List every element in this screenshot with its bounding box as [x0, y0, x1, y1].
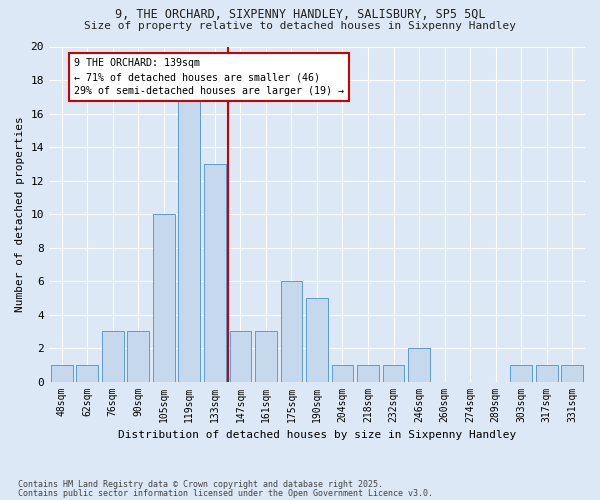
Bar: [357, 365, 379, 382]
Bar: [127, 332, 149, 382]
Bar: [76, 365, 98, 382]
Bar: [383, 365, 404, 382]
Text: 9, THE ORCHARD, SIXPENNY HANDLEY, SALISBURY, SP5 5QL: 9, THE ORCHARD, SIXPENNY HANDLEY, SALISB…: [115, 8, 485, 20]
Bar: [51, 365, 73, 382]
Bar: [332, 365, 353, 382]
Text: Size of property relative to detached houses in Sixpenny Handley: Size of property relative to detached ho…: [84, 21, 516, 31]
Bar: [562, 365, 583, 382]
Bar: [536, 365, 557, 382]
Text: Contains HM Land Registry data © Crown copyright and database right 2025.: Contains HM Land Registry data © Crown c…: [18, 480, 383, 489]
Bar: [153, 214, 175, 382]
Bar: [255, 332, 277, 382]
Y-axis label: Number of detached properties: Number of detached properties: [15, 116, 25, 312]
Bar: [204, 164, 226, 382]
Bar: [281, 281, 302, 382]
Bar: [306, 298, 328, 382]
Bar: [178, 97, 200, 382]
Bar: [511, 365, 532, 382]
X-axis label: Distribution of detached houses by size in Sixpenny Handley: Distribution of detached houses by size …: [118, 430, 516, 440]
Text: 9 THE ORCHARD: 139sqm
← 71% of detached houses are smaller (46)
29% of semi-deta: 9 THE ORCHARD: 139sqm ← 71% of detached …: [74, 58, 344, 96]
Text: Contains public sector information licensed under the Open Government Licence v3: Contains public sector information licen…: [18, 488, 433, 498]
Bar: [102, 332, 124, 382]
Bar: [408, 348, 430, 382]
Bar: [230, 332, 251, 382]
